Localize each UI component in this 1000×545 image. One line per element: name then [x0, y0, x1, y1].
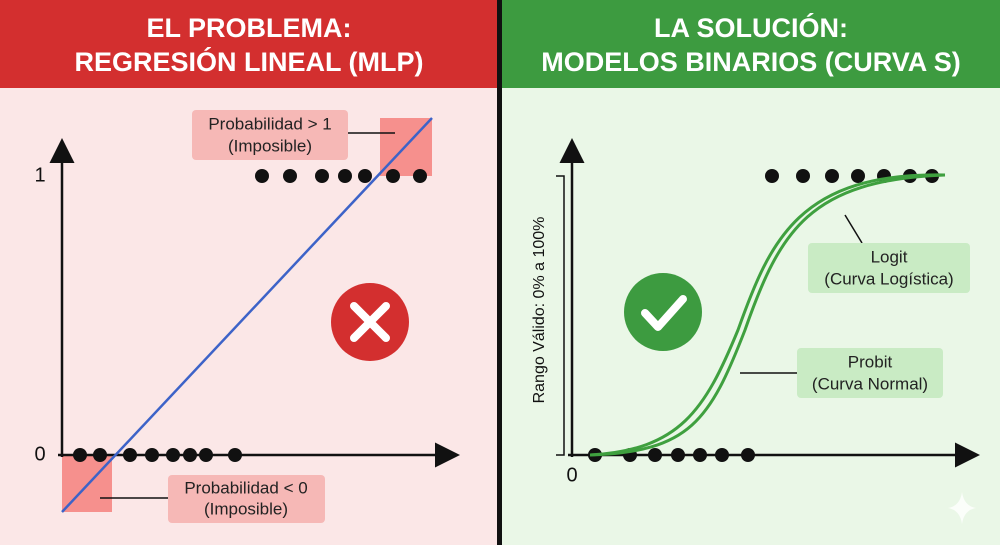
- divider: [497, 0, 502, 545]
- check-icon: [624, 273, 702, 351]
- annotation: Probabilidad > 1: [208, 114, 331, 133]
- annotation: Logit: [871, 247, 908, 266]
- annotation: Probabilidad < 0: [184, 478, 307, 497]
- annotation: (Imposible): [204, 499, 288, 518]
- annotation-box: [168, 475, 325, 523]
- left-header: [0, 0, 498, 88]
- annotation-box: [797, 348, 943, 398]
- annotation: (Imposible): [228, 136, 312, 155]
- axis-label: 0: [566, 464, 577, 486]
- right-title: LA SOLUCIÓN:: [654, 12, 848, 43]
- left-title: REGRESIÓN LINEAL (MLP): [74, 46, 423, 77]
- left-title: EL PROBLEMA:: [146, 13, 351, 43]
- annotation-box: [192, 110, 348, 160]
- sparkle: [948, 492, 976, 524]
- right-title: MODELOS BINARIOS (CURVA S): [541, 47, 961, 77]
- right-header: [502, 0, 1000, 88]
- data-points: [73, 169, 427, 462]
- annotation: (Curva Logística): [824, 269, 953, 288]
- annotation: (Curva Normal): [812, 374, 928, 393]
- error-icon: [331, 283, 409, 361]
- axis-label: Rango Válido: 0% a 100%: [531, 217, 548, 404]
- annotation: Probit: [848, 352, 893, 371]
- range-bracket: [556, 175, 565, 456]
- connector: [844, 214, 863, 244]
- axis-label: 1: [34, 164, 45, 186]
- logit-curve: [589, 173, 946, 457]
- axis-label: 0: [34, 443, 45, 465]
- regression-line: [61, 117, 433, 513]
- annotation-box: [808, 243, 970, 293]
- probit-curve: [589, 173, 946, 457]
